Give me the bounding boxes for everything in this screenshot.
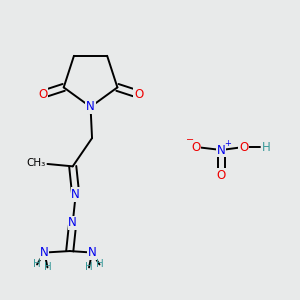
Text: O: O xyxy=(217,169,226,182)
Text: +: + xyxy=(224,139,231,148)
Text: H: H xyxy=(96,260,103,269)
Text: N: N xyxy=(86,100,95,113)
Text: N: N xyxy=(71,188,80,201)
Text: O: O xyxy=(239,140,248,154)
Text: N: N xyxy=(40,246,49,259)
Text: N: N xyxy=(88,246,96,259)
Text: CH₃: CH₃ xyxy=(27,158,46,168)
Text: N: N xyxy=(68,216,77,229)
Text: H: H xyxy=(262,140,270,154)
Text: O: O xyxy=(191,140,201,154)
Text: O: O xyxy=(38,88,47,101)
Text: −: − xyxy=(186,135,194,145)
Text: H: H xyxy=(85,262,93,272)
Text: N: N xyxy=(217,143,226,157)
Text: H: H xyxy=(33,260,41,269)
Text: O: O xyxy=(134,88,143,101)
Text: H: H xyxy=(44,262,51,272)
